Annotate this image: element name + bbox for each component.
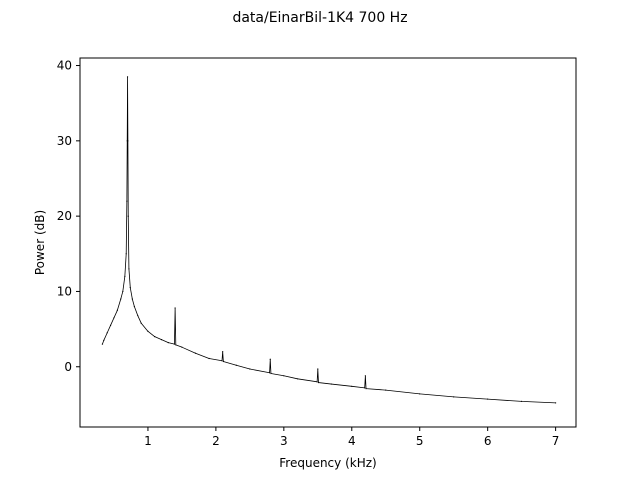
data-point	[208, 357, 210, 360]
data-point	[129, 287, 131, 289]
data-point	[235, 364, 237, 366]
data-point	[317, 381, 320, 384]
y-tick-label: 30	[57, 134, 72, 148]
data-point	[127, 140, 129, 142]
data-point	[116, 309, 118, 311]
data-point	[140, 322, 142, 324]
x-tick-label: 1	[144, 434, 152, 448]
data-point	[222, 360, 224, 363]
plot-area	[101, 76, 557, 404]
data-point	[167, 342, 169, 344]
x-tick-label: 7	[552, 434, 560, 448]
data-point	[125, 253, 127, 255]
data-point	[270, 372, 272, 375]
data-point	[126, 76, 129, 78]
x-tick-label: 3	[280, 434, 288, 448]
data-point	[103, 339, 105, 341]
x-tick-label: 4	[348, 434, 356, 448]
data-point	[133, 305, 135, 308]
data-point	[181, 346, 183, 348]
y-tick-label: 20	[57, 209, 72, 223]
data-point	[221, 360, 223, 362]
data-point	[120, 298, 122, 300]
data-point	[137, 314, 139, 317]
data-point	[175, 344, 177, 346]
data-point	[296, 378, 299, 380]
data-point	[128, 268, 130, 270]
data-point	[160, 339, 163, 341]
y-axis-label: Power (dB)	[33, 210, 47, 275]
data-point	[174, 307, 176, 309]
data-point	[109, 324, 112, 326]
data-point	[154, 336, 156, 338]
data-point	[385, 389, 387, 391]
y-tick-label: 40	[57, 59, 72, 73]
x-tick-label: 5	[416, 434, 424, 448]
chart-title: data/EinarBil-1K4 700 Hz	[232, 10, 407, 26]
data-point	[113, 317, 115, 319]
data-point	[173, 343, 176, 345]
data-point	[487, 398, 489, 400]
plot-frame	[79, 57, 577, 428]
x-tick-label: 2	[212, 434, 220, 448]
data-point	[351, 385, 353, 387]
data-point	[330, 383, 332, 385]
data-point	[194, 352, 197, 354]
data-point	[316, 381, 318, 383]
data-point	[268, 372, 271, 374]
data-point	[106, 332, 108, 334]
data-point	[147, 330, 149, 332]
data-point	[453, 396, 455, 398]
x-tick-label: 6	[484, 434, 492, 448]
data-point	[124, 275, 126, 277]
data-point	[122, 290, 124, 293]
x-axis-label: Frequency (kHz)	[279, 456, 376, 470]
data-point	[364, 375, 366, 377]
x-axis-ticks: 1 2 3 4 5 6 7	[144, 427, 559, 448]
y-tick-label: 0	[64, 360, 72, 374]
y-tick-label: 10	[57, 284, 72, 298]
data-point	[521, 400, 523, 402]
y-axis-ticks: 0 10 20 30 40	[57, 59, 80, 374]
data-point	[127, 215, 129, 217]
data-point	[222, 351, 224, 353]
data-point	[101, 343, 104, 345]
data-point	[126, 200, 128, 202]
data-point	[365, 387, 367, 390]
data-point	[283, 375, 285, 377]
data-point	[555, 402, 557, 404]
data-point	[131, 298, 133, 300]
data-point	[317, 368, 319, 370]
data-point	[269, 358, 271, 360]
data-point	[364, 387, 366, 389]
data-point	[249, 368, 251, 370]
data-point	[419, 393, 421, 395]
